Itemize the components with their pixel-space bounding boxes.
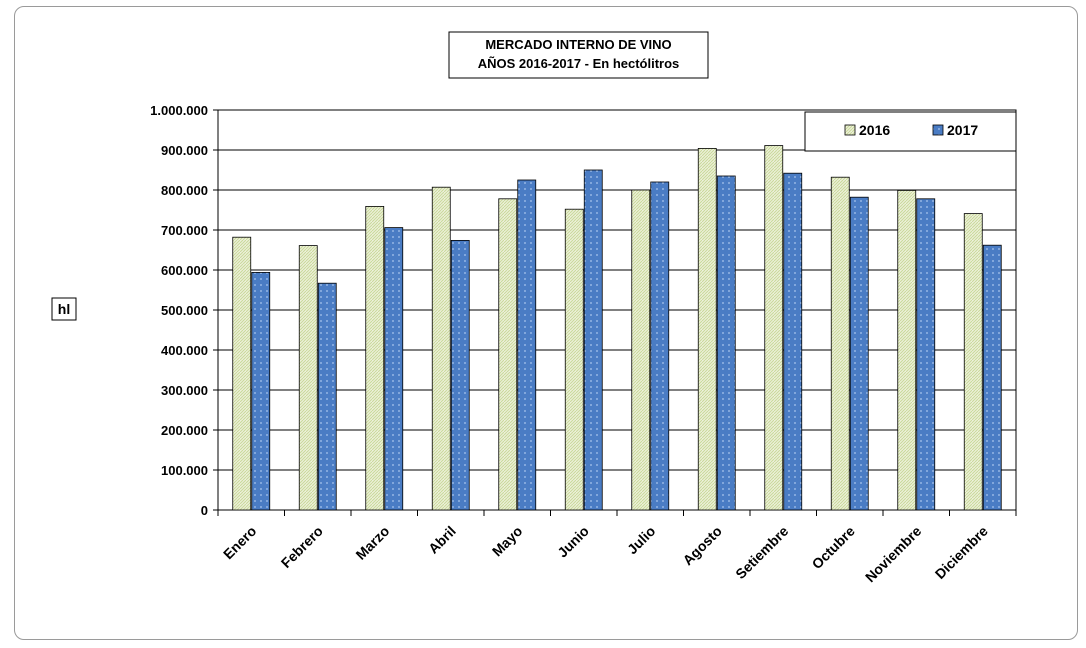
x-tick-label-agosto: Agosto (679, 523, 724, 568)
chart-title: MERCADO INTERNO DE VINO AÑOS 2016-2017 -… (448, 31, 709, 79)
title-line-2: AÑOS 2016-2017 - En hectólitros (478, 56, 680, 71)
bar-2016-febrero (298, 245, 318, 511)
bar-2016-abril (431, 186, 451, 511)
y-tick-label: 500.000 (161, 303, 208, 318)
x-tick-label-mayo: Mayo (489, 523, 526, 560)
bar-2016-mayo (498, 198, 518, 511)
legend-box (804, 111, 1017, 152)
y-tick-label: 300.000 (161, 383, 208, 398)
bar-2017-diciembre (982, 244, 1002, 511)
plot-area: 0 100.000 200.000 300.000 400.000 500.000 600.… (150, 103, 1017, 586)
y-tick-label: 400.000 (161, 343, 208, 358)
legend-label-2016: 2016 (859, 122, 890, 138)
x-tick-label-noviembre: Noviembre (862, 523, 925, 586)
bar-2016-enero (232, 236, 252, 511)
legend-label-2017: 2017 (947, 122, 978, 138)
x-tick-label-febrero: Febrero (278, 523, 326, 571)
legend-swatch-2016 (844, 124, 856, 136)
y-tick-label: 100.000 (161, 463, 208, 478)
y-unit-box (51, 297, 77, 321)
legend: 2016 2017 (804, 111, 1017, 152)
y-tick-label: 700.000 (161, 223, 208, 238)
bar-2017-mayo (517, 179, 537, 511)
y-axis-unit: hl (51, 297, 77, 321)
bar-2016-agosto (697, 147, 717, 511)
x-tick-label-julio: Julio (624, 523, 658, 557)
legend-swatch-2017 (932, 124, 944, 136)
bar-2016-diciembre (963, 213, 983, 511)
x-tick-label-setiembre: Setiembre (732, 523, 791, 582)
title-line-1: MERCADO INTERNO DE VINO (485, 37, 671, 52)
bar-2016-octubre (830, 176, 850, 511)
x-tick-label-enero: Enero (220, 523, 259, 562)
bar-2016-junio (564, 208, 584, 511)
bar-2017-agosto (716, 175, 736, 511)
bar-2016-julio (631, 189, 651, 511)
bar-2017-abril (450, 239, 470, 511)
x-tick-label-diciembre: Diciembre (932, 523, 991, 582)
bar-2016-marzo (365, 205, 385, 511)
bar-2017-febrero (317, 282, 337, 511)
x-tick-label-junio: Junio (554, 523, 592, 561)
bar-2017-junio (583, 169, 603, 511)
y-tick-label: 200.000 (161, 423, 208, 438)
x-tick-label-marzo: Marzo (352, 523, 392, 563)
y-axis-label: hl (58, 301, 70, 317)
y-tick-label: 0 (201, 503, 208, 518)
bar-2017-setiembre (783, 172, 803, 511)
bar-2017-marzo (384, 227, 404, 511)
bar-2016-noviembre (897, 189, 917, 511)
y-tick-label: 800.000 (161, 183, 208, 198)
y-tick-label: 600.000 (161, 263, 208, 278)
y-tick-label: 1.000.000 (150, 103, 208, 118)
bar-2017-julio (650, 181, 670, 511)
y-tick-label: 900.000 (161, 143, 208, 158)
x-tick-label-abril: Abril (425, 523, 459, 557)
bar-2017-octubre (849, 196, 869, 511)
bar-2017-enero (251, 271, 271, 511)
bar-2016-setiembre (764, 145, 784, 511)
x-tick-label-octubre: Octubre (809, 523, 858, 572)
bar-2017-noviembre (916, 198, 936, 511)
title-box (448, 31, 709, 79)
